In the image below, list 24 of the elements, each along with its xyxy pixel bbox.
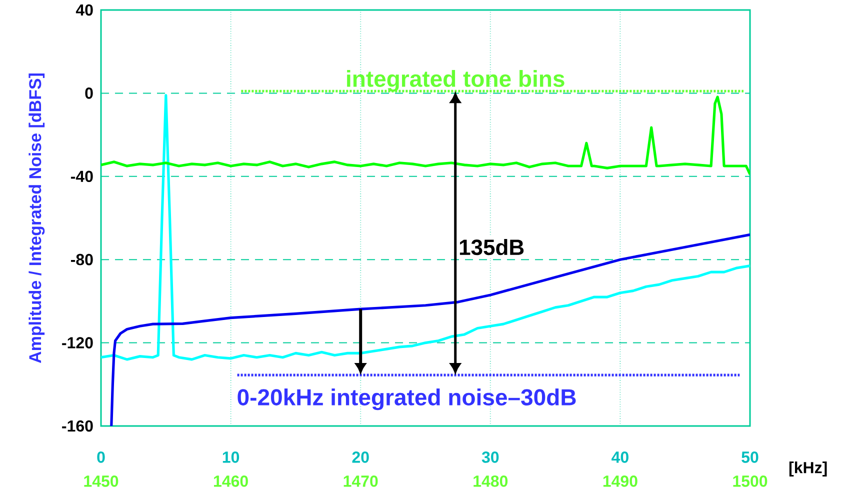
x-tick-label: 40 bbox=[612, 452, 628, 463]
x2-tick-label: 1490 bbox=[603, 476, 638, 487]
x-tick-label: 20 bbox=[352, 452, 369, 463]
annotation: integrated tone bins bbox=[347, 70, 564, 92]
x2-tick-label: 1480 bbox=[474, 476, 508, 487]
y-tick-label: -120 bbox=[62, 337, 93, 348]
x-tick-label: 50 bbox=[742, 452, 758, 463]
x-axis-title: [kHz] bbox=[789, 462, 827, 476]
line-series bbox=[110, 233, 750, 426]
y-tick-label: -40 bbox=[70, 170, 93, 182]
y-tick-label: 0 bbox=[85, 88, 93, 99]
y-axis-title: Amplitude / Integrated Noise [dBFS] bbox=[28, 74, 45, 364]
x2-tick-label: 1470 bbox=[344, 476, 378, 487]
y-tick-label: 40 bbox=[76, 4, 93, 16]
y-tick-label: -160 bbox=[62, 420, 93, 432]
x-tick-label: 10 bbox=[222, 452, 240, 463]
x2-tick-label: 1450 bbox=[84, 476, 118, 487]
annotation: 135dB bbox=[460, 238, 524, 256]
y-tick-label: -80 bbox=[70, 254, 93, 266]
x-tick-label: 30 bbox=[482, 452, 499, 463]
x2-tick-label: 1460 bbox=[214, 476, 248, 487]
x-tick-label: 0 bbox=[97, 452, 105, 463]
x2-tick-label: 1500 bbox=[733, 476, 768, 487]
annotation: 0-20kHz integrated noise–30dB bbox=[238, 388, 576, 410]
